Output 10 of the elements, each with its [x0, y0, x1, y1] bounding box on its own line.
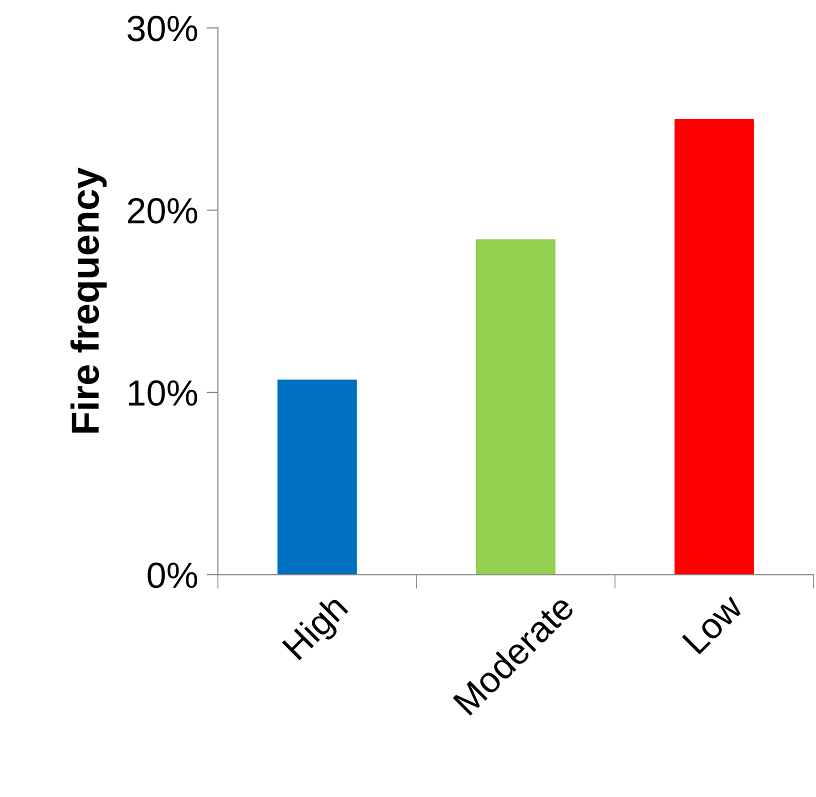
bar [674, 119, 754, 575]
y-tick-label: 30% [128, 16, 198, 42]
x-tick-label: Low [682, 592, 745, 655]
bar [277, 380, 357, 575]
y-tick-label: 0% [148, 562, 198, 588]
bar [476, 239, 556, 575]
y-tick-label: 10% [128, 380, 198, 406]
y-axis-title: Fire frequency [70, 167, 107, 433]
x-tick-label: High [281, 592, 354, 666]
y-tick-label: 20% [128, 198, 198, 224]
